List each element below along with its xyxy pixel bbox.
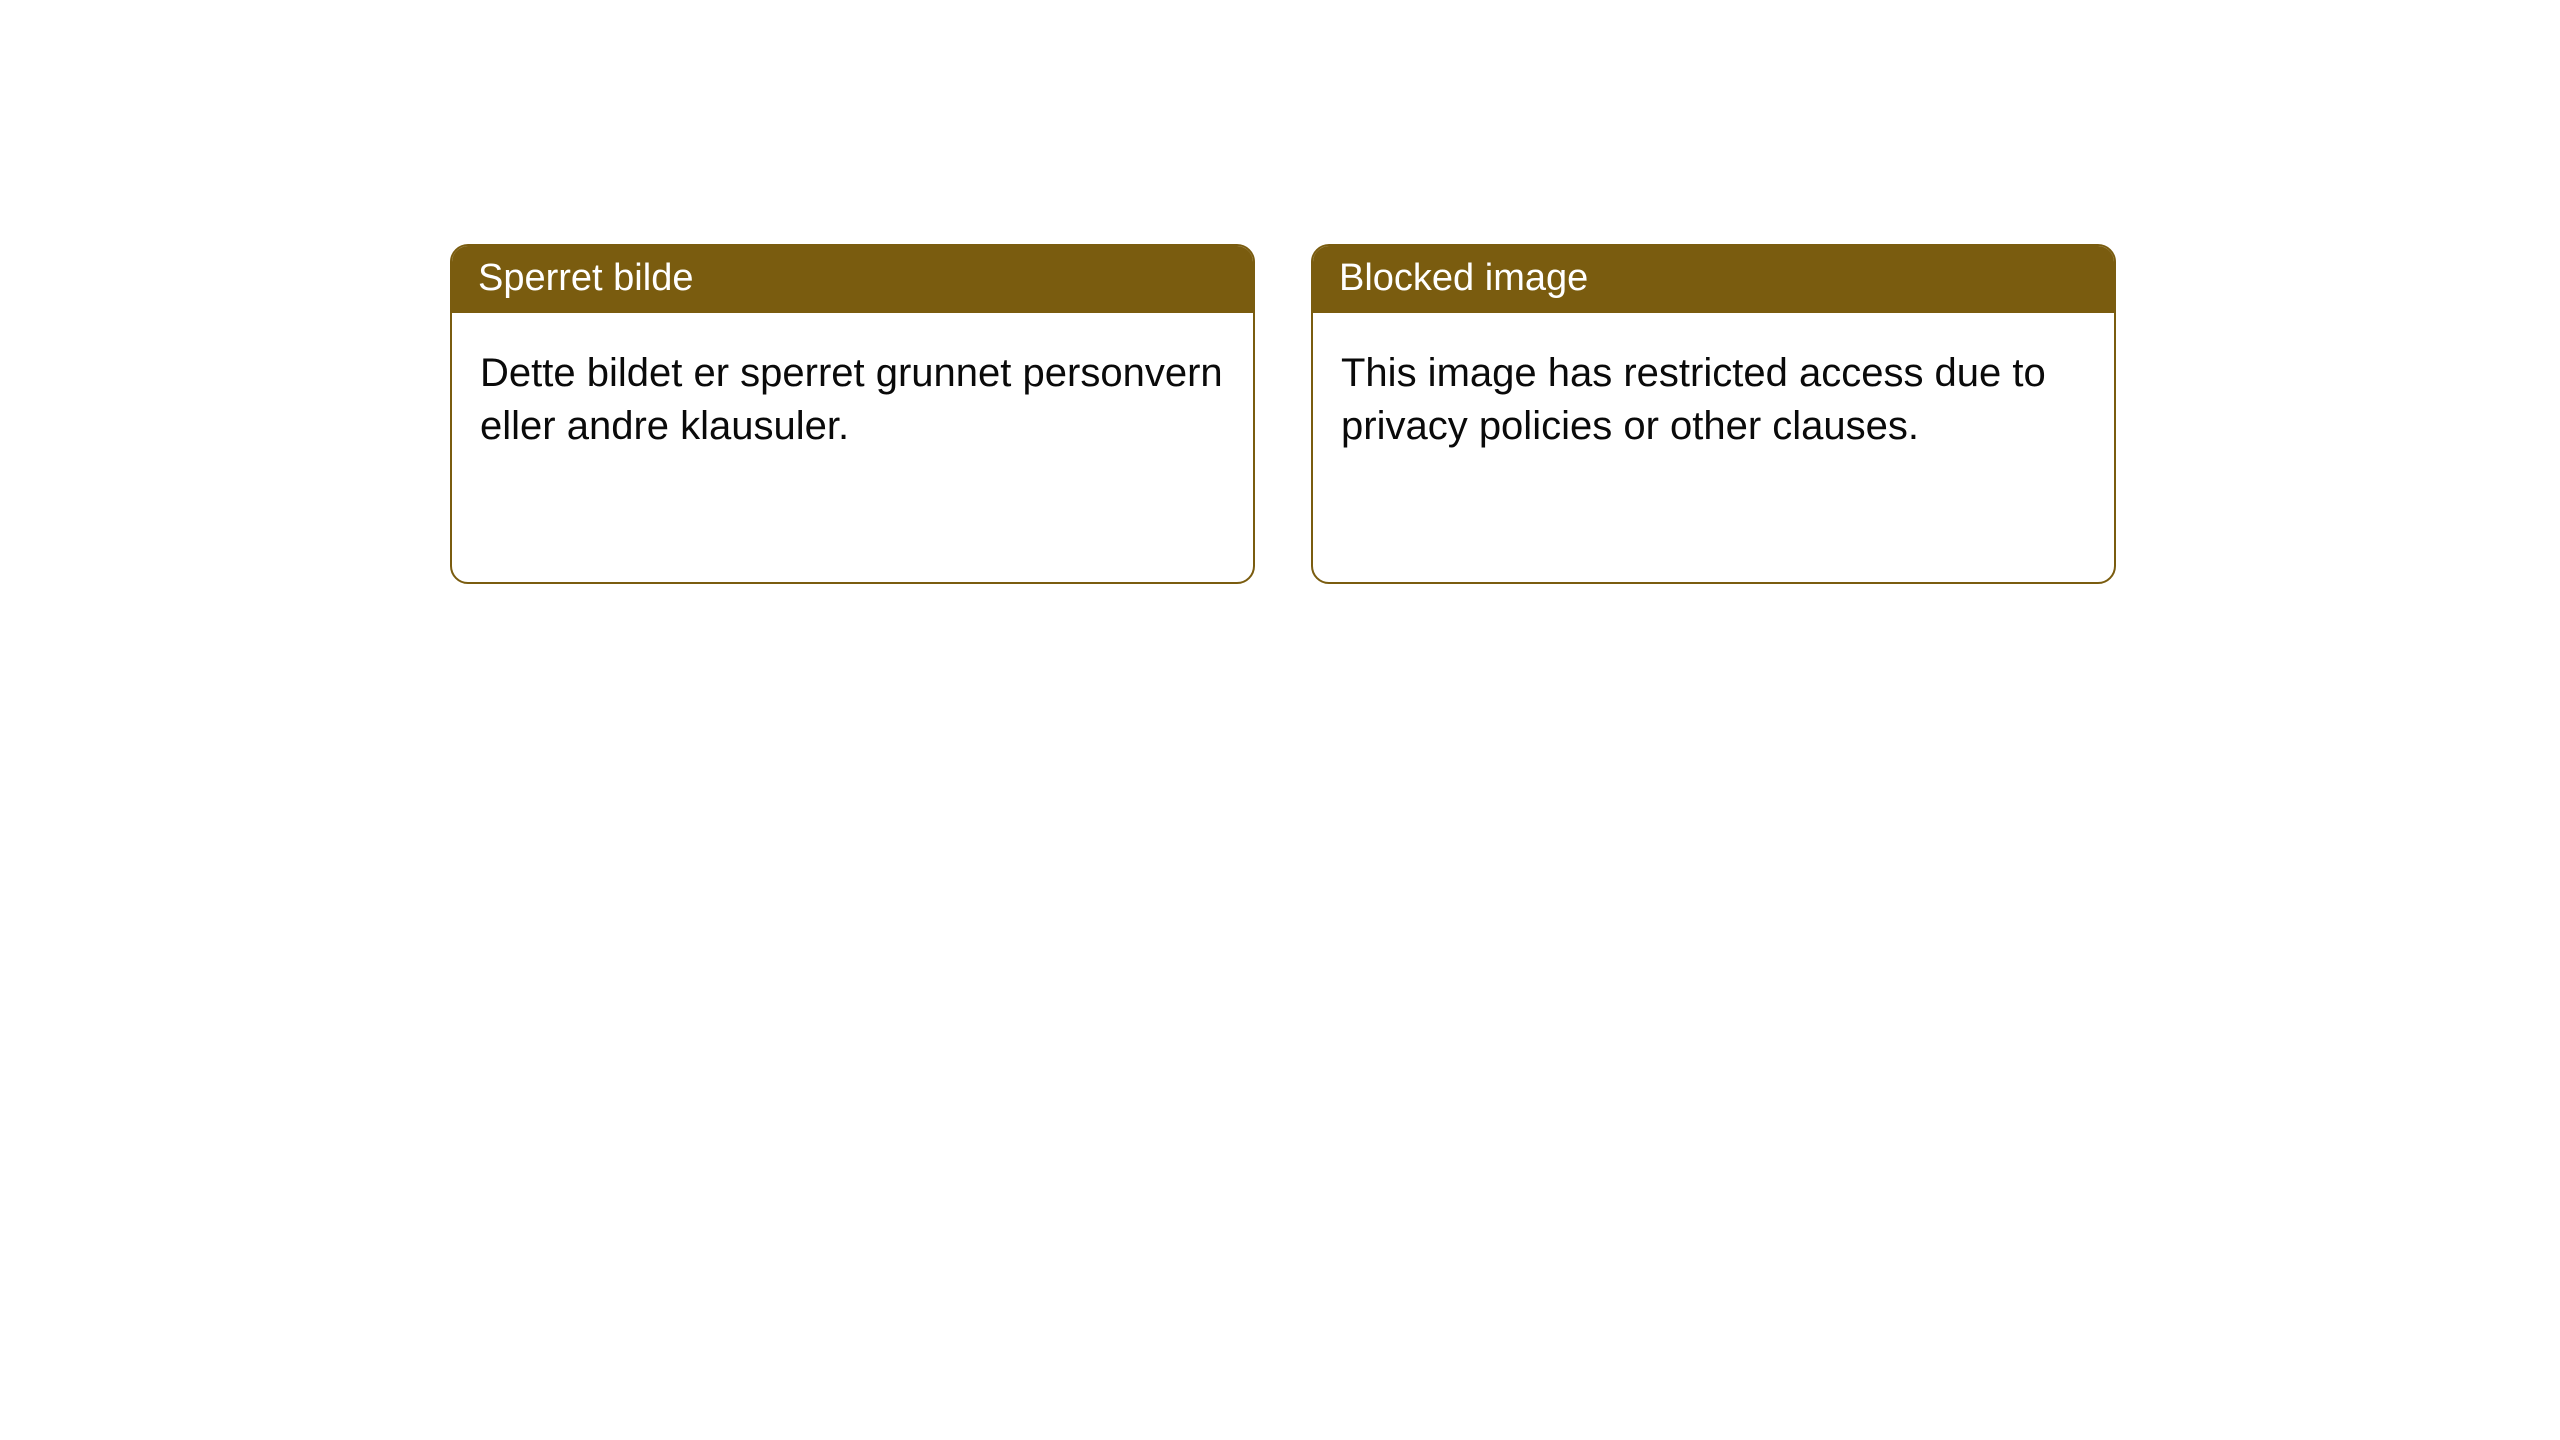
notice-card-norwegian: Sperret bilde Dette bildet er sperret gr… bbox=[450, 244, 1255, 584]
notice-card-english: Blocked image This image has restricted … bbox=[1311, 244, 2116, 584]
card-body-text: This image has restricted access due to … bbox=[1313, 313, 2114, 487]
card-title: Blocked image bbox=[1313, 246, 2114, 313]
card-title: Sperret bilde bbox=[452, 246, 1253, 313]
notice-container: Sperret bilde Dette bildet er sperret gr… bbox=[0, 0, 2560, 584]
card-body-text: Dette bildet er sperret grunnet personve… bbox=[452, 313, 1253, 487]
